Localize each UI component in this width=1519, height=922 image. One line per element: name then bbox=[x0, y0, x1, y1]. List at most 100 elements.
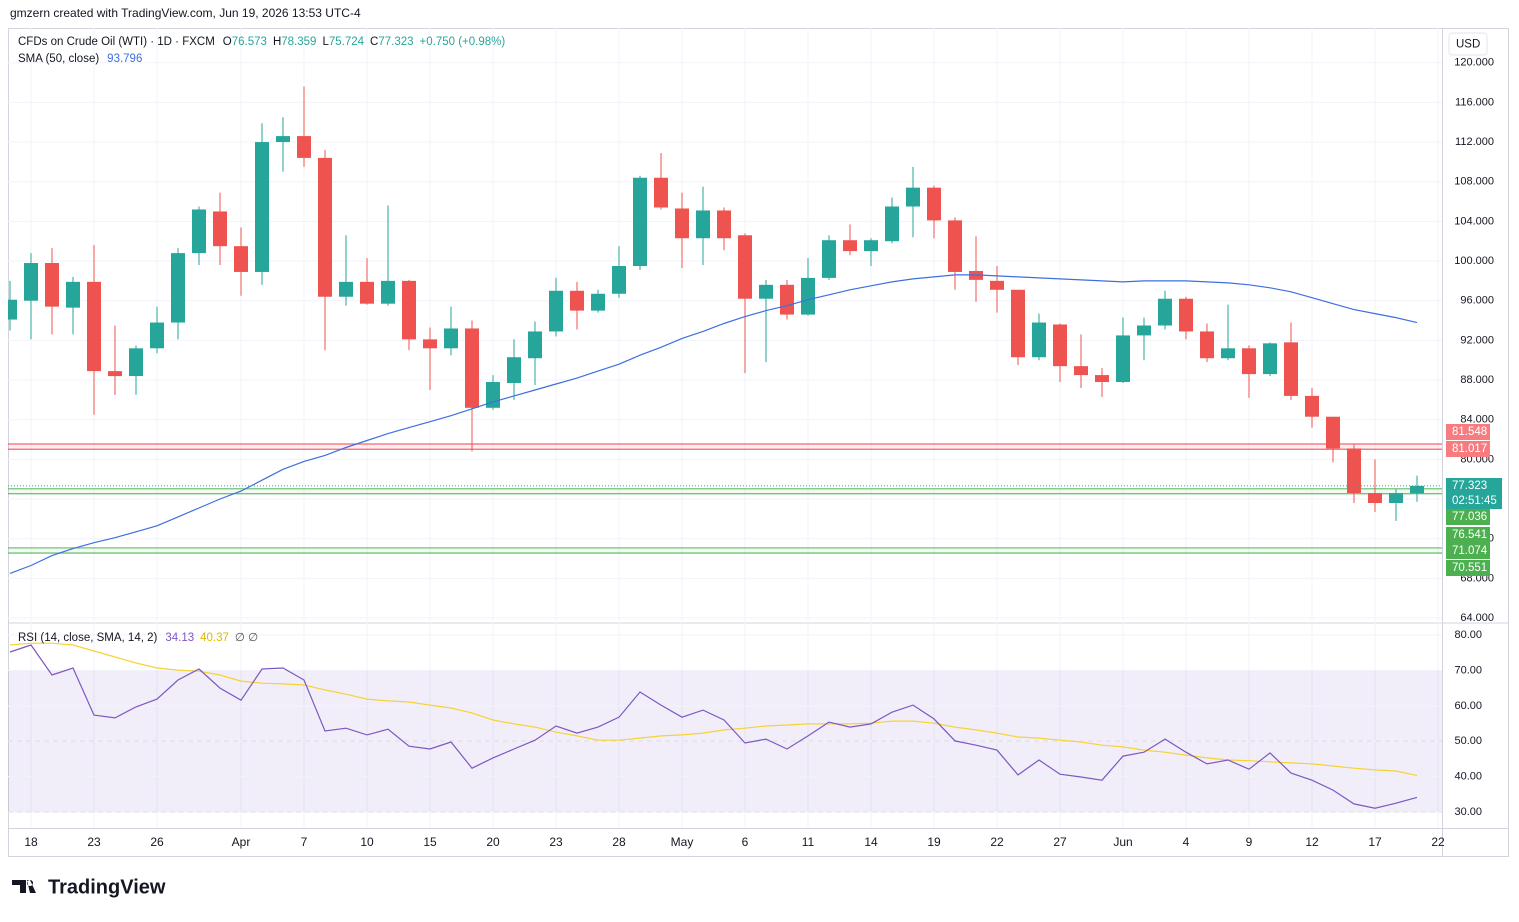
candle-body bbox=[549, 290, 563, 332]
candle-body bbox=[8, 299, 17, 320]
x-tick-label: May bbox=[671, 835, 694, 849]
candle-body bbox=[1074, 366, 1088, 376]
x-tick-label: Jun bbox=[1113, 835, 1132, 849]
currency-button[interactable] bbox=[1448, 32, 1488, 56]
candle-body bbox=[234, 246, 248, 272]
rsi-sma-value: 40.37 bbox=[200, 632, 229, 644]
candle-body bbox=[717, 210, 731, 239]
candle-body bbox=[885, 206, 899, 242]
brand: TradingView bbox=[48, 876, 166, 898]
ohlc-letter: L bbox=[322, 36, 329, 48]
x-tick-label: 23 bbox=[87, 835, 101, 849]
x-tick-label: 10 bbox=[360, 835, 374, 849]
candle-body bbox=[528, 331, 542, 359]
level-zone bbox=[8, 488, 1442, 494]
y-tick-label: 104.000 bbox=[1454, 215, 1494, 227]
ohlc-letter: C bbox=[370, 36, 378, 48]
frame bbox=[8, 28, 1509, 857]
rsi-extra: ∅ ∅ bbox=[235, 632, 258, 644]
rsi-value: 34.13 bbox=[165, 632, 194, 644]
candle-body bbox=[1410, 485, 1424, 494]
level-label-box bbox=[1446, 543, 1490, 559]
level-label-box bbox=[1446, 424, 1490, 440]
level-label-box bbox=[1446, 560, 1490, 576]
last-price-box bbox=[1446, 478, 1502, 509]
candle-body bbox=[1200, 331, 1214, 359]
y-tick-label: 100.000 bbox=[1454, 255, 1494, 267]
candle-body bbox=[738, 235, 752, 299]
candle-body bbox=[591, 293, 605, 311]
candle-body bbox=[213, 211, 227, 247]
candle-body bbox=[297, 136, 311, 158]
rsi-tick-label: 70.00 bbox=[1454, 664, 1482, 676]
level-label-box bbox=[1446, 441, 1490, 457]
level-label: 71.074 bbox=[1452, 545, 1488, 557]
candle-body bbox=[1095, 375, 1109, 383]
x-tick-label: 22 bbox=[990, 835, 1004, 849]
currency[interactable]: USD bbox=[1456, 39, 1480, 51]
candle-body bbox=[507, 357, 521, 384]
candle-body bbox=[150, 322, 164, 349]
candle-body bbox=[1242, 348, 1256, 375]
x-tick-label: 27 bbox=[1053, 835, 1067, 849]
change: +0.750 (+0.98%) bbox=[420, 36, 506, 48]
candle-body bbox=[1053, 324, 1067, 367]
candle-body bbox=[66, 281, 80, 308]
candle-body bbox=[633, 177, 647, 266]
candle-body bbox=[444, 328, 458, 349]
candle-body bbox=[1011, 289, 1025, 358]
candle-body bbox=[822, 240, 836, 278]
ohlc-value: 77.323 bbox=[378, 36, 413, 48]
y-tick-label: 84.000 bbox=[1460, 414, 1494, 426]
x-tick-label: 20 bbox=[486, 835, 500, 849]
candle-body bbox=[381, 280, 395, 304]
level-label: 77.036 bbox=[1452, 511, 1487, 523]
candle-body bbox=[570, 290, 584, 311]
rsi-tick-label: 30.00 bbox=[1454, 806, 1482, 818]
y-tick-label: 116.000 bbox=[1455, 96, 1494, 108]
x-tick-label: 23 bbox=[549, 835, 563, 849]
rsi-tick-label: 80.00 bbox=[1454, 629, 1482, 641]
candle-body bbox=[171, 253, 185, 323]
candle-body bbox=[1326, 416, 1340, 449]
y-tick-label: 88.000 bbox=[1460, 374, 1494, 386]
candle-body bbox=[423, 339, 437, 349]
candle-body bbox=[696, 210, 710, 239]
level-zone bbox=[8, 547, 1442, 554]
level-label: 76.541 bbox=[1452, 529, 1487, 541]
rsi-legend: RSI (14, close, SMA, 14, 2) 34.13 40.37 ∅ ∅ bbox=[18, 632, 258, 644]
x-tick-label: 22 bbox=[1431, 835, 1445, 849]
symbol-legend: CFDs on Crude Oil (WTI) · 1D · FXCM O76.5… bbox=[18, 36, 505, 48]
x-tick-label: 26 bbox=[150, 835, 164, 849]
candle-body bbox=[192, 209, 206, 254]
candle-body bbox=[990, 280, 1004, 290]
y-tick-label: 64.000 bbox=[1460, 612, 1494, 624]
last-price-label: 77.323 bbox=[1452, 480, 1487, 492]
sma-legend: SMA (50, close) 93.796 bbox=[18, 53, 142, 65]
x-tick-label: 14 bbox=[864, 835, 878, 849]
y-tick-label: 112.000 bbox=[1455, 136, 1494, 148]
level-label: 81.017 bbox=[1452, 443, 1487, 455]
candle-body bbox=[1368, 493, 1382, 504]
candle-body bbox=[276, 136, 290, 143]
candle-body bbox=[108, 371, 122, 377]
rsi-line bbox=[9, 644, 1418, 809]
y-tick-label: 96.000 bbox=[1460, 295, 1494, 307]
sma-value: 93.796 bbox=[107, 53, 142, 65]
candle-body bbox=[948, 220, 962, 272]
x-tick-label: Apr bbox=[232, 835, 251, 849]
y-tick-label: 108.000 bbox=[1454, 176, 1494, 188]
candle-body bbox=[24, 263, 38, 301]
x-tick-label: 19 bbox=[927, 835, 941, 849]
candle-body bbox=[654, 177, 668, 208]
rsi-pane bbox=[9, 642, 1418, 809]
rsi-name: RSI (14, close, SMA, 14, 2) bbox=[18, 632, 158, 644]
candle-body bbox=[612, 265, 626, 294]
candle-body bbox=[1116, 335, 1130, 383]
logo: TradingView bbox=[12, 876, 166, 898]
candle-body bbox=[129, 348, 143, 377]
candle-body bbox=[255, 142, 269, 272]
candle-body bbox=[1032, 322, 1046, 358]
